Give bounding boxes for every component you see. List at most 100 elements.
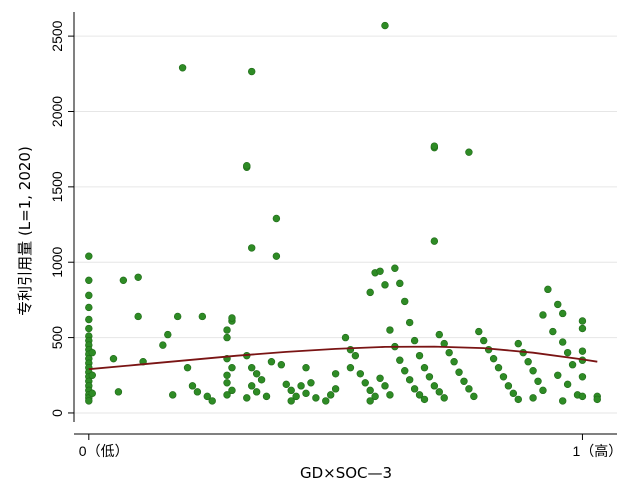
y-axis-title: 专利引用量 (L=1, 2020) xyxy=(16,146,34,316)
data-point xyxy=(173,312,182,321)
data-point xyxy=(430,237,439,245)
x-axis-title: GD×SOC—3 xyxy=(300,464,392,482)
data-point xyxy=(539,386,547,395)
data-point xyxy=(405,318,414,327)
data-point xyxy=(114,388,123,396)
data-point xyxy=(88,348,96,357)
data-point xyxy=(248,382,256,390)
data-point xyxy=(475,327,483,336)
data-point xyxy=(430,382,439,390)
data-point xyxy=(85,252,93,260)
data-point xyxy=(257,376,266,384)
data-point xyxy=(558,309,567,318)
data-point xyxy=(554,371,562,379)
data-point xyxy=(593,395,601,404)
y-tick-labels: 0 500 1000 1500 2000 2500 xyxy=(49,20,65,417)
data-point xyxy=(568,361,577,369)
y-tick-label: 1500 xyxy=(49,171,65,202)
data-point xyxy=(193,388,202,396)
data-point xyxy=(346,345,355,354)
data-point xyxy=(480,336,488,345)
data-point xyxy=(228,386,236,395)
data-point xyxy=(371,392,379,401)
data-point xyxy=(386,391,394,399)
data-point xyxy=(223,333,231,342)
data-point xyxy=(578,347,587,355)
data-point xyxy=(529,394,537,402)
data-point xyxy=(549,327,557,336)
data-point xyxy=(504,382,513,390)
data-point xyxy=(578,373,587,381)
fit-line xyxy=(88,345,598,371)
data-point xyxy=(85,397,93,405)
data-point xyxy=(109,354,118,363)
data-point xyxy=(563,380,572,389)
data-point xyxy=(341,333,350,342)
data-point xyxy=(228,364,236,372)
data-point xyxy=(366,386,374,395)
data-point xyxy=(578,392,587,401)
data-point xyxy=(558,338,567,346)
data-point xyxy=(85,291,93,300)
x-tick-labels: 0（低） 1（高） xyxy=(79,443,622,459)
data-point xyxy=(514,395,522,404)
data-point xyxy=(282,380,290,389)
data-point xyxy=(558,397,567,405)
data-point xyxy=(198,312,207,321)
data-point xyxy=(415,351,424,360)
data-point xyxy=(465,385,473,393)
data-point xyxy=(381,21,389,30)
data-point xyxy=(322,397,330,405)
data-point xyxy=(134,273,142,281)
data-point xyxy=(494,364,503,372)
data-point xyxy=(470,392,478,401)
data-point xyxy=(386,326,394,334)
data-point xyxy=(302,364,310,372)
data-point xyxy=(85,276,93,285)
data-point xyxy=(435,330,443,339)
data-point xyxy=(401,297,409,306)
data-point xyxy=(208,397,216,405)
data-point xyxy=(302,389,310,398)
data-point xyxy=(376,267,384,275)
data-point xyxy=(425,373,434,381)
data-point xyxy=(223,371,231,379)
data-point xyxy=(252,370,261,378)
data-point xyxy=(410,336,419,345)
data-point xyxy=(243,162,251,170)
x-tick-label: 1（高） xyxy=(572,443,622,459)
data-point xyxy=(262,392,271,401)
data-point xyxy=(223,391,231,399)
data-point xyxy=(331,370,340,378)
data-point xyxy=(578,317,587,325)
data-point xyxy=(534,377,542,386)
data-point xyxy=(119,276,128,285)
data-point xyxy=(188,382,197,390)
data-point xyxy=(376,374,384,382)
data-point xyxy=(539,311,547,319)
x-tick-label: 0（低） xyxy=(79,443,129,459)
data-point xyxy=(509,389,518,398)
data-point xyxy=(183,364,192,372)
data-point xyxy=(203,392,211,401)
fit-line-group xyxy=(88,345,598,371)
data-point xyxy=(420,364,429,372)
data-point xyxy=(228,314,236,322)
data-point xyxy=(366,288,374,297)
data-point xyxy=(544,285,552,294)
data-point xyxy=(405,376,414,384)
data-point xyxy=(267,358,276,366)
data-point xyxy=(455,368,463,376)
data-point xyxy=(554,300,562,309)
y-tick-label: 1000 xyxy=(49,246,65,277)
data-point xyxy=(524,358,532,366)
data-point xyxy=(489,354,498,363)
data-point xyxy=(410,385,419,393)
data-point xyxy=(252,388,261,396)
y-tick-label: 0 xyxy=(49,409,65,417)
data-point xyxy=(346,364,355,372)
data-point xyxy=(415,391,424,399)
data-point xyxy=(312,394,320,402)
